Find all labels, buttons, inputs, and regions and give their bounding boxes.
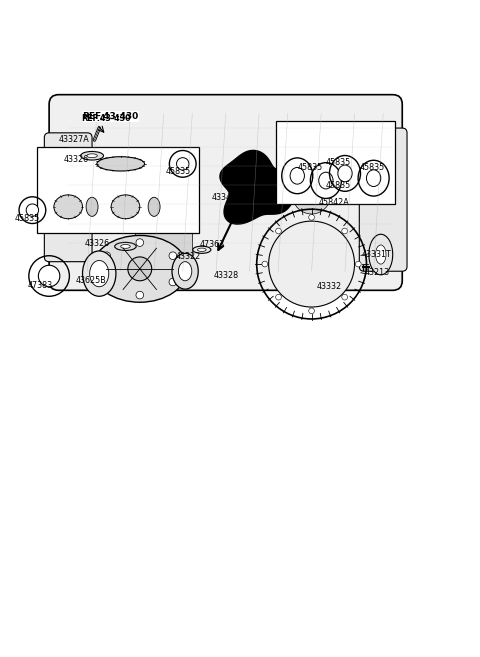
Bar: [135, 228, 192, 267]
Ellipse shape: [83, 251, 116, 296]
Ellipse shape: [92, 235, 188, 302]
Ellipse shape: [81, 152, 104, 160]
Circle shape: [276, 294, 281, 300]
Text: 45842A: 45842A: [319, 198, 349, 206]
Ellipse shape: [111, 195, 140, 219]
FancyBboxPatch shape: [44, 133, 92, 261]
Ellipse shape: [319, 172, 333, 189]
Circle shape: [103, 278, 110, 286]
Circle shape: [342, 228, 348, 234]
Ellipse shape: [198, 248, 206, 252]
Text: 47363: 47363: [199, 240, 225, 250]
Ellipse shape: [338, 165, 352, 182]
Circle shape: [128, 257, 152, 281]
Ellipse shape: [369, 235, 393, 275]
FancyBboxPatch shape: [37, 147, 199, 233]
FancyBboxPatch shape: [276, 121, 395, 204]
Ellipse shape: [172, 254, 198, 289]
Circle shape: [103, 252, 110, 260]
Circle shape: [136, 291, 144, 299]
Ellipse shape: [97, 157, 144, 171]
Ellipse shape: [148, 197, 160, 216]
Text: 43213: 43213: [365, 268, 390, 277]
Text: 43327A: 43327A: [59, 135, 89, 145]
Circle shape: [87, 166, 125, 204]
Text: 43328: 43328: [214, 271, 239, 279]
Text: REF.43-430: REF.43-430: [83, 112, 139, 121]
Circle shape: [262, 261, 268, 267]
Text: 45835: 45835: [326, 181, 351, 190]
Ellipse shape: [87, 154, 97, 158]
Text: 45835: 45835: [360, 163, 384, 172]
Circle shape: [177, 158, 189, 170]
Ellipse shape: [179, 261, 192, 281]
Ellipse shape: [86, 197, 98, 216]
Circle shape: [331, 147, 360, 176]
Circle shape: [169, 278, 177, 286]
Text: REF.43-430: REF.43-430: [82, 114, 131, 123]
Ellipse shape: [120, 244, 130, 248]
FancyBboxPatch shape: [49, 95, 402, 290]
Text: 43625B: 43625B: [75, 277, 106, 285]
Ellipse shape: [115, 242, 136, 250]
FancyBboxPatch shape: [360, 128, 407, 271]
Circle shape: [169, 252, 177, 260]
Circle shape: [356, 261, 361, 267]
Text: 45835: 45835: [297, 163, 323, 172]
Text: 43331T: 43331T: [362, 250, 392, 259]
Circle shape: [309, 214, 314, 220]
Text: 43326: 43326: [85, 238, 110, 248]
Circle shape: [144, 152, 192, 200]
Polygon shape: [220, 150, 309, 224]
Circle shape: [136, 238, 144, 246]
Circle shape: [26, 204, 38, 216]
Circle shape: [292, 176, 331, 214]
Text: 45835: 45835: [326, 158, 351, 167]
Circle shape: [269, 221, 355, 307]
Text: 43322: 43322: [176, 252, 201, 261]
Text: 45835: 45835: [166, 168, 192, 177]
Ellipse shape: [54, 195, 83, 219]
Text: 47383: 47383: [28, 281, 53, 290]
Text: 43332: 43332: [316, 283, 341, 292]
Text: 43340: 43340: [211, 193, 236, 202]
Text: 43326: 43326: [63, 154, 88, 164]
Ellipse shape: [90, 260, 109, 286]
Circle shape: [309, 308, 314, 313]
Ellipse shape: [38, 265, 60, 286]
Ellipse shape: [375, 245, 386, 264]
Ellipse shape: [193, 246, 211, 254]
Text: 45835: 45835: [15, 214, 40, 223]
Ellipse shape: [366, 170, 381, 187]
Ellipse shape: [290, 168, 304, 184]
Circle shape: [276, 228, 281, 234]
Circle shape: [342, 294, 348, 300]
